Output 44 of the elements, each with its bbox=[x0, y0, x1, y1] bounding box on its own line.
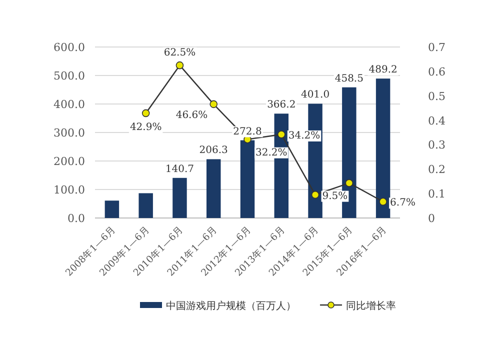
data-label: 458.5 bbox=[334, 73, 364, 84]
legend-label: 同比增长率 bbox=[346, 300, 396, 312]
data-label: 366.2 bbox=[267, 100, 296, 111]
point bbox=[210, 100, 218, 108]
point bbox=[176, 61, 184, 70]
y-tick-label: 200.0 bbox=[54, 155, 85, 168]
y2-tick-label: 0.7 bbox=[428, 41, 446, 54]
data-label: 32.2% bbox=[256, 147, 288, 158]
y-tick-label: 400.0 bbox=[54, 98, 85, 111]
point bbox=[277, 130, 286, 138]
y2-tick-label: 0.2 bbox=[428, 163, 446, 176]
y-tick-label: 600.0 bbox=[54, 41, 85, 54]
y-tick-label: 0.0 bbox=[68, 212, 85, 225]
legend-label: 中国游戏用户规模（百万人） bbox=[166, 300, 296, 312]
bar bbox=[376, 78, 390, 218]
data-label: 140.7 bbox=[165, 164, 194, 175]
bar bbox=[240, 140, 255, 218]
bar bbox=[138, 193, 153, 218]
y2-tick-label: 0.6 bbox=[428, 65, 446, 78]
point bbox=[142, 109, 150, 118]
bar bbox=[104, 200, 120, 218]
y2-tick-label: 0.4 bbox=[428, 114, 446, 128]
y-tick-label: 100.0 bbox=[54, 184, 85, 196]
bar bbox=[172, 178, 187, 218]
y-tick-label: 500.0 bbox=[54, 70, 85, 82]
data-label: 9.5% bbox=[322, 190, 348, 202]
data-label: 401.0 bbox=[300, 90, 330, 101]
y-tick-label: 300.0 bbox=[54, 126, 85, 140]
data-label: 6.7% bbox=[390, 198, 416, 209]
data-label: 206.3 bbox=[199, 145, 228, 156]
y2-tick-label: 0.1 bbox=[428, 188, 446, 201]
data-label: 489.2 bbox=[368, 64, 398, 76]
y2-tick-label: 0 bbox=[428, 212, 435, 225]
bar bbox=[206, 159, 221, 218]
point bbox=[345, 179, 354, 187]
y2-tick-label: 0.5 bbox=[428, 90, 446, 103]
data-label: 46.6% bbox=[176, 110, 208, 122]
point bbox=[311, 190, 320, 199]
data-label: 62.5% bbox=[164, 47, 196, 58]
data-label: 34.2% bbox=[288, 130, 320, 142]
data-label: 42.9% bbox=[130, 122, 162, 134]
data-label: 272.8 bbox=[233, 126, 262, 138]
y2-tick-label: 0.3 bbox=[428, 138, 446, 152]
point bbox=[379, 198, 387, 206]
